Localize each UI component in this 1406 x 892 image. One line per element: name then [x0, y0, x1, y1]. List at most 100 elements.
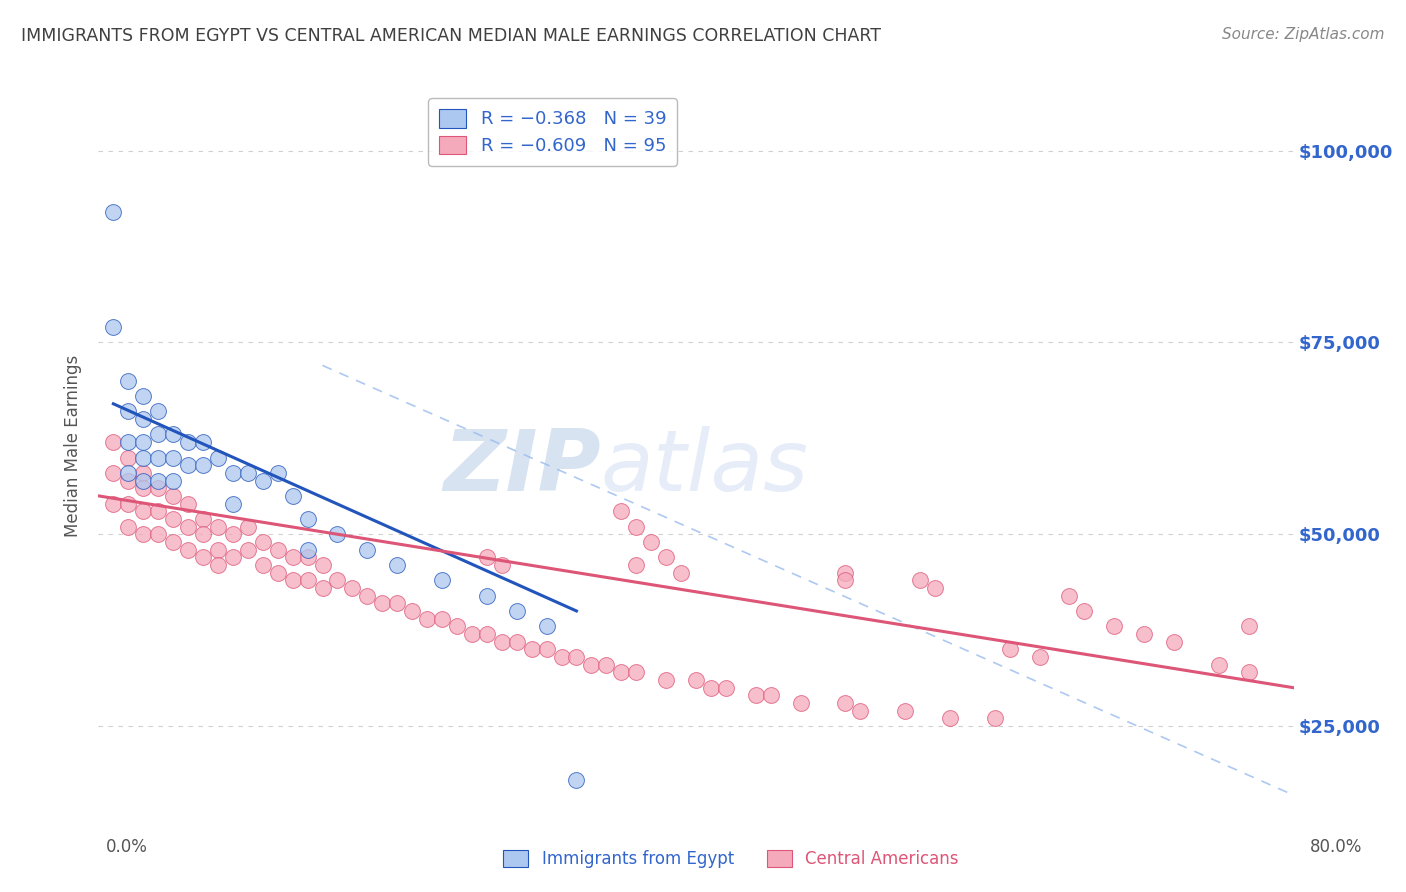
Point [1208, 657, 1230, 672]
Point [117, 474, 139, 488]
Point [342, 581, 364, 595]
Point [267, 542, 290, 557]
Point [655, 673, 678, 687]
Point [834, 696, 856, 710]
Point [281, 489, 304, 503]
Text: 80.0%: 80.0% [1309, 838, 1362, 856]
Point [281, 550, 304, 565]
Point [984, 711, 1007, 725]
Point [177, 435, 200, 450]
Point [311, 581, 333, 595]
Point [117, 374, 139, 388]
Point [700, 681, 723, 695]
Point [132, 450, 155, 465]
Point [834, 574, 856, 588]
Point [236, 466, 259, 480]
Point [581, 657, 603, 672]
Point [998, 642, 1021, 657]
Point [148, 474, 170, 488]
Point [297, 512, 319, 526]
Point [356, 542, 378, 557]
Point [117, 466, 139, 480]
Point [311, 558, 333, 572]
Point [924, 581, 946, 595]
Point [267, 566, 290, 580]
Point [207, 519, 229, 533]
Point [177, 497, 200, 511]
Point [148, 504, 170, 518]
Point [132, 412, 155, 426]
Point [626, 519, 648, 533]
Point [132, 504, 155, 518]
Point [385, 596, 409, 610]
Point [491, 558, 513, 572]
Point [162, 427, 184, 442]
Point [117, 497, 139, 511]
Point [222, 550, 245, 565]
Point [207, 542, 229, 557]
Point [236, 542, 259, 557]
Text: IMMIGRANTS FROM EGYPT VS CENTRAL AMERICAN MEDIAN MALE EARNINGS CORRELATION CHART: IMMIGRANTS FROM EGYPT VS CENTRAL AMERICA… [21, 27, 882, 45]
Point [103, 320, 125, 334]
Point [191, 458, 214, 473]
Point [1104, 619, 1126, 633]
Legend: R = −0.368   N = 39, R = −0.609   N = 95: R = −0.368 N = 39, R = −0.609 N = 95 [429, 98, 676, 166]
Text: atlas: atlas [600, 425, 808, 509]
Point [714, 681, 737, 695]
Point [191, 550, 214, 565]
Point [117, 519, 139, 533]
Point [536, 642, 558, 657]
Legend: Immigrants from Egypt, Central Americans: Immigrants from Egypt, Central Americans [496, 843, 966, 875]
Point [1163, 634, 1185, 648]
Point [326, 527, 349, 541]
Point [655, 550, 678, 565]
Point [401, 604, 423, 618]
Point [506, 604, 529, 618]
Point [595, 657, 617, 672]
Point [252, 474, 274, 488]
Point [475, 550, 498, 565]
Point [430, 574, 453, 588]
Point [640, 535, 662, 549]
Point [132, 527, 155, 541]
Point [148, 427, 170, 442]
Point [297, 574, 319, 588]
Point [267, 466, 290, 480]
Point [117, 450, 139, 465]
Point [1237, 665, 1260, 680]
Point [371, 596, 394, 610]
Point [849, 704, 872, 718]
Point [565, 772, 588, 787]
Point [610, 504, 633, 518]
Point [177, 542, 200, 557]
Point [939, 711, 962, 725]
Point [132, 435, 155, 450]
Point [252, 558, 274, 572]
Point [162, 474, 184, 488]
Point [908, 574, 931, 588]
Point [759, 689, 782, 703]
Point [207, 558, 229, 572]
Point [177, 519, 200, 533]
Y-axis label: Median Male Earnings: Median Male Earnings [65, 355, 83, 537]
Point [162, 535, 184, 549]
Point [132, 389, 155, 403]
Point [894, 704, 917, 718]
Point [148, 404, 170, 418]
Point [117, 404, 139, 418]
Point [1133, 627, 1156, 641]
Point [207, 450, 229, 465]
Point [191, 512, 214, 526]
Point [475, 627, 498, 641]
Point [281, 574, 304, 588]
Point [550, 650, 572, 665]
Point [297, 550, 319, 565]
Point [475, 589, 498, 603]
Point [834, 566, 856, 580]
Point [326, 574, 349, 588]
Point [117, 435, 139, 450]
Point [148, 527, 170, 541]
Point [520, 642, 543, 657]
Point [385, 558, 409, 572]
Point [103, 466, 125, 480]
